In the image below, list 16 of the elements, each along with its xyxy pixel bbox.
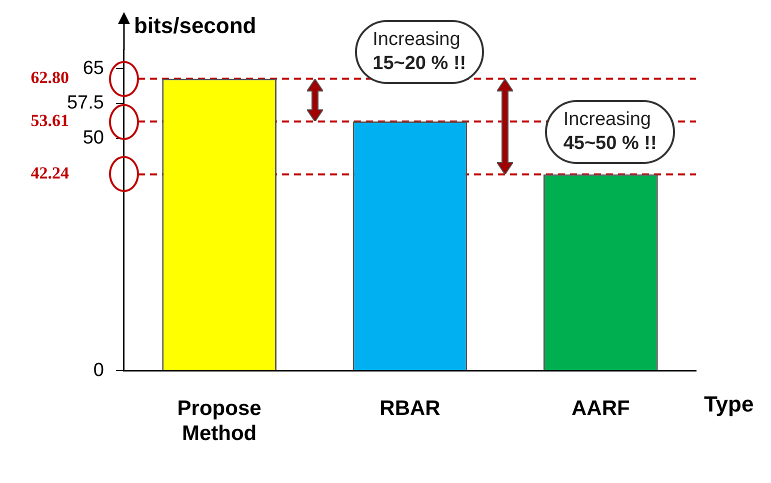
y-tick-label: 50 [82,128,104,149]
x-tick-label: RBAR [380,396,440,420]
y-tick-label: 0 [93,360,104,381]
x-tick-label: AARF [572,396,630,420]
ref-line-label: 62.80 [30,68,69,88]
x-tick-label: Propose Method [177,396,262,446]
y-tick-label: 65 [82,58,104,79]
x-axis-title: Type [704,392,754,417]
y-axis-title: bits/second [134,13,256,38]
thought-cloud: Increasing 15~20 % !! [354,20,484,84]
ref-line-label: 53.61 [30,110,69,130]
thought-cloud: Increasing 45~50 % !! [545,100,675,164]
y-tick-label: 57.5 [66,92,104,114]
annotation: Increasing 15~20 % !! [372,29,466,74]
ref-line-label: 42.24 [30,164,70,183]
annotation: Increasing 45~50 % !! [563,109,657,154]
